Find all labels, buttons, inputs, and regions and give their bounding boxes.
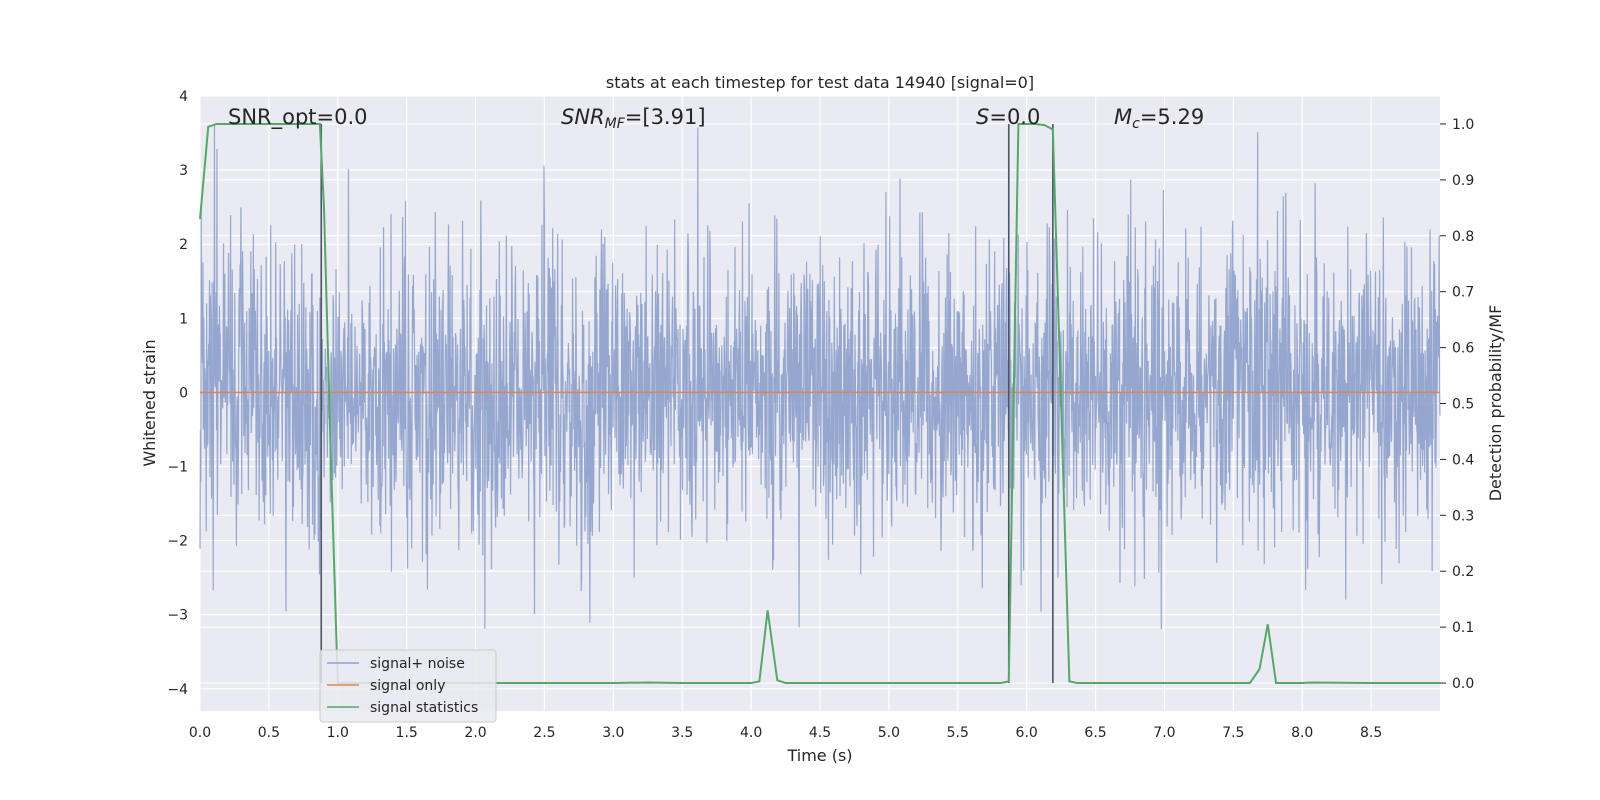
y2-tick-labels: 0.0 0.1 0.2 0.3 0.4 0.5 0.6 0.7 0.8 0.9 1.0 (1440, 117, 1474, 692)
chart-title: stats at each timestep for test data 149… (606, 73, 1034, 92)
y-tick-label: 3 (179, 163, 188, 179)
signal-statistics-line (199, 122, 1440, 685)
annotation-mc-sub: c (1132, 116, 1140, 132)
x-tick-label: 5.0 (878, 725, 900, 741)
annotation-snr-mf-value: =[3.91] (625, 105, 706, 129)
y2-tick-label: 0.8 (1452, 229, 1474, 245)
annotation-snr-mf-main: SNR (561, 105, 605, 129)
x-tick-labels: 0.0 0.5 1.0 1.5 2.0 2.5 3.0 3.5 4.0 4.5 5.0 5.5 6.0 6… (189, 725, 1382, 741)
annotation-s-value: =0.0 (989, 105, 1040, 129)
y-tick-label: −3 (167, 608, 188, 624)
x-tick-label: 1.0 (327, 725, 349, 741)
x-tick-label: 0.5 (258, 725, 280, 741)
x-tick-label: 4.0 (740, 725, 762, 741)
annotation-snr-mf-sub: MF (605, 116, 626, 132)
x-tick-label: 6.5 (1084, 725, 1106, 741)
y2-tick-label: 0.5 (1452, 397, 1474, 413)
y-tick-label: −1 (167, 459, 188, 475)
y2-tick-label: 0.1 (1452, 620, 1474, 636)
y2-tick-label: 0.6 (1452, 341, 1474, 357)
noise-series (199, 125, 1441, 630)
x-tick-label: 4.5 (809, 725, 831, 741)
y-tick-label: 1 (179, 311, 188, 327)
x-tick-label: 7.5 (1222, 725, 1244, 741)
y-tick-label: 0 (179, 385, 188, 401)
y2-tick-label: 0.0 (1452, 676, 1474, 692)
y2-tick-label: 0.3 (1452, 508, 1474, 524)
legend-box (319, 649, 497, 723)
x-tick-label: 0.0 (189, 725, 211, 741)
y-tick-label: 4 (179, 89, 188, 105)
x-tick-label: 5.5 (947, 725, 969, 741)
signal-noise-line (199, 125, 1441, 630)
x-tick-label: 2.0 (464, 725, 486, 741)
legend-label-signal-statistics: signal statistics (370, 700, 478, 716)
x-tick-label: 6.0 (1016, 725, 1038, 741)
annotation-mc-value: =5.29 (1140, 105, 1204, 129)
y2-tick-label: 0.4 (1452, 452, 1474, 468)
y-tick-label: −2 (167, 534, 188, 550)
y-tick-label: −4 (167, 682, 188, 698)
x-tick-label: 3.5 (671, 725, 693, 741)
x-tick-label: 7.0 (1153, 725, 1175, 741)
y2-tick-label: 0.7 (1452, 285, 1474, 301)
annotation-mc: Mc=5.29 (1114, 105, 1204, 132)
vertical-markers (320, 123, 1054, 684)
annotation-mc-main: M (1114, 105, 1132, 129)
y-axis-label: Whitened strain (140, 339, 159, 466)
y2-tick-label: 1.0 (1452, 117, 1474, 133)
x-tick-label: 2.5 (533, 725, 555, 741)
y-tick-labels: −4 −3 −2 −1 0 1 2 3 4 (167, 89, 188, 698)
x-tick-label: 8.0 (1291, 725, 1313, 741)
x-axis-label: Time (s) (786, 746, 852, 765)
annotation-s-main: S (976, 105, 989, 129)
legend-label-signal-noise: signal+ noise (370, 656, 465, 672)
y-tick-label: 2 (179, 237, 188, 253)
annotation-s: S=0.0 (976, 105, 1040, 129)
x-tick-label: 3.0 (602, 725, 624, 741)
legend-label-signal-only: signal only (370, 678, 445, 694)
legend: signal+ noise signal only signal statist… (319, 649, 497, 723)
y2-tick-label: 0.2 (1452, 564, 1474, 580)
y2-tick-label: 0.9 (1452, 173, 1474, 189)
x-tick-label: 1.5 (396, 725, 418, 741)
annotation-snr-opt: SNR_opt=0.0 (228, 105, 368, 130)
y2-axis-label: Detection probability/MF (1486, 305, 1505, 502)
x-tick-label: 8.5 (1360, 725, 1382, 741)
annotation-snr-mf: SNRMF=[3.91] (561, 105, 706, 132)
